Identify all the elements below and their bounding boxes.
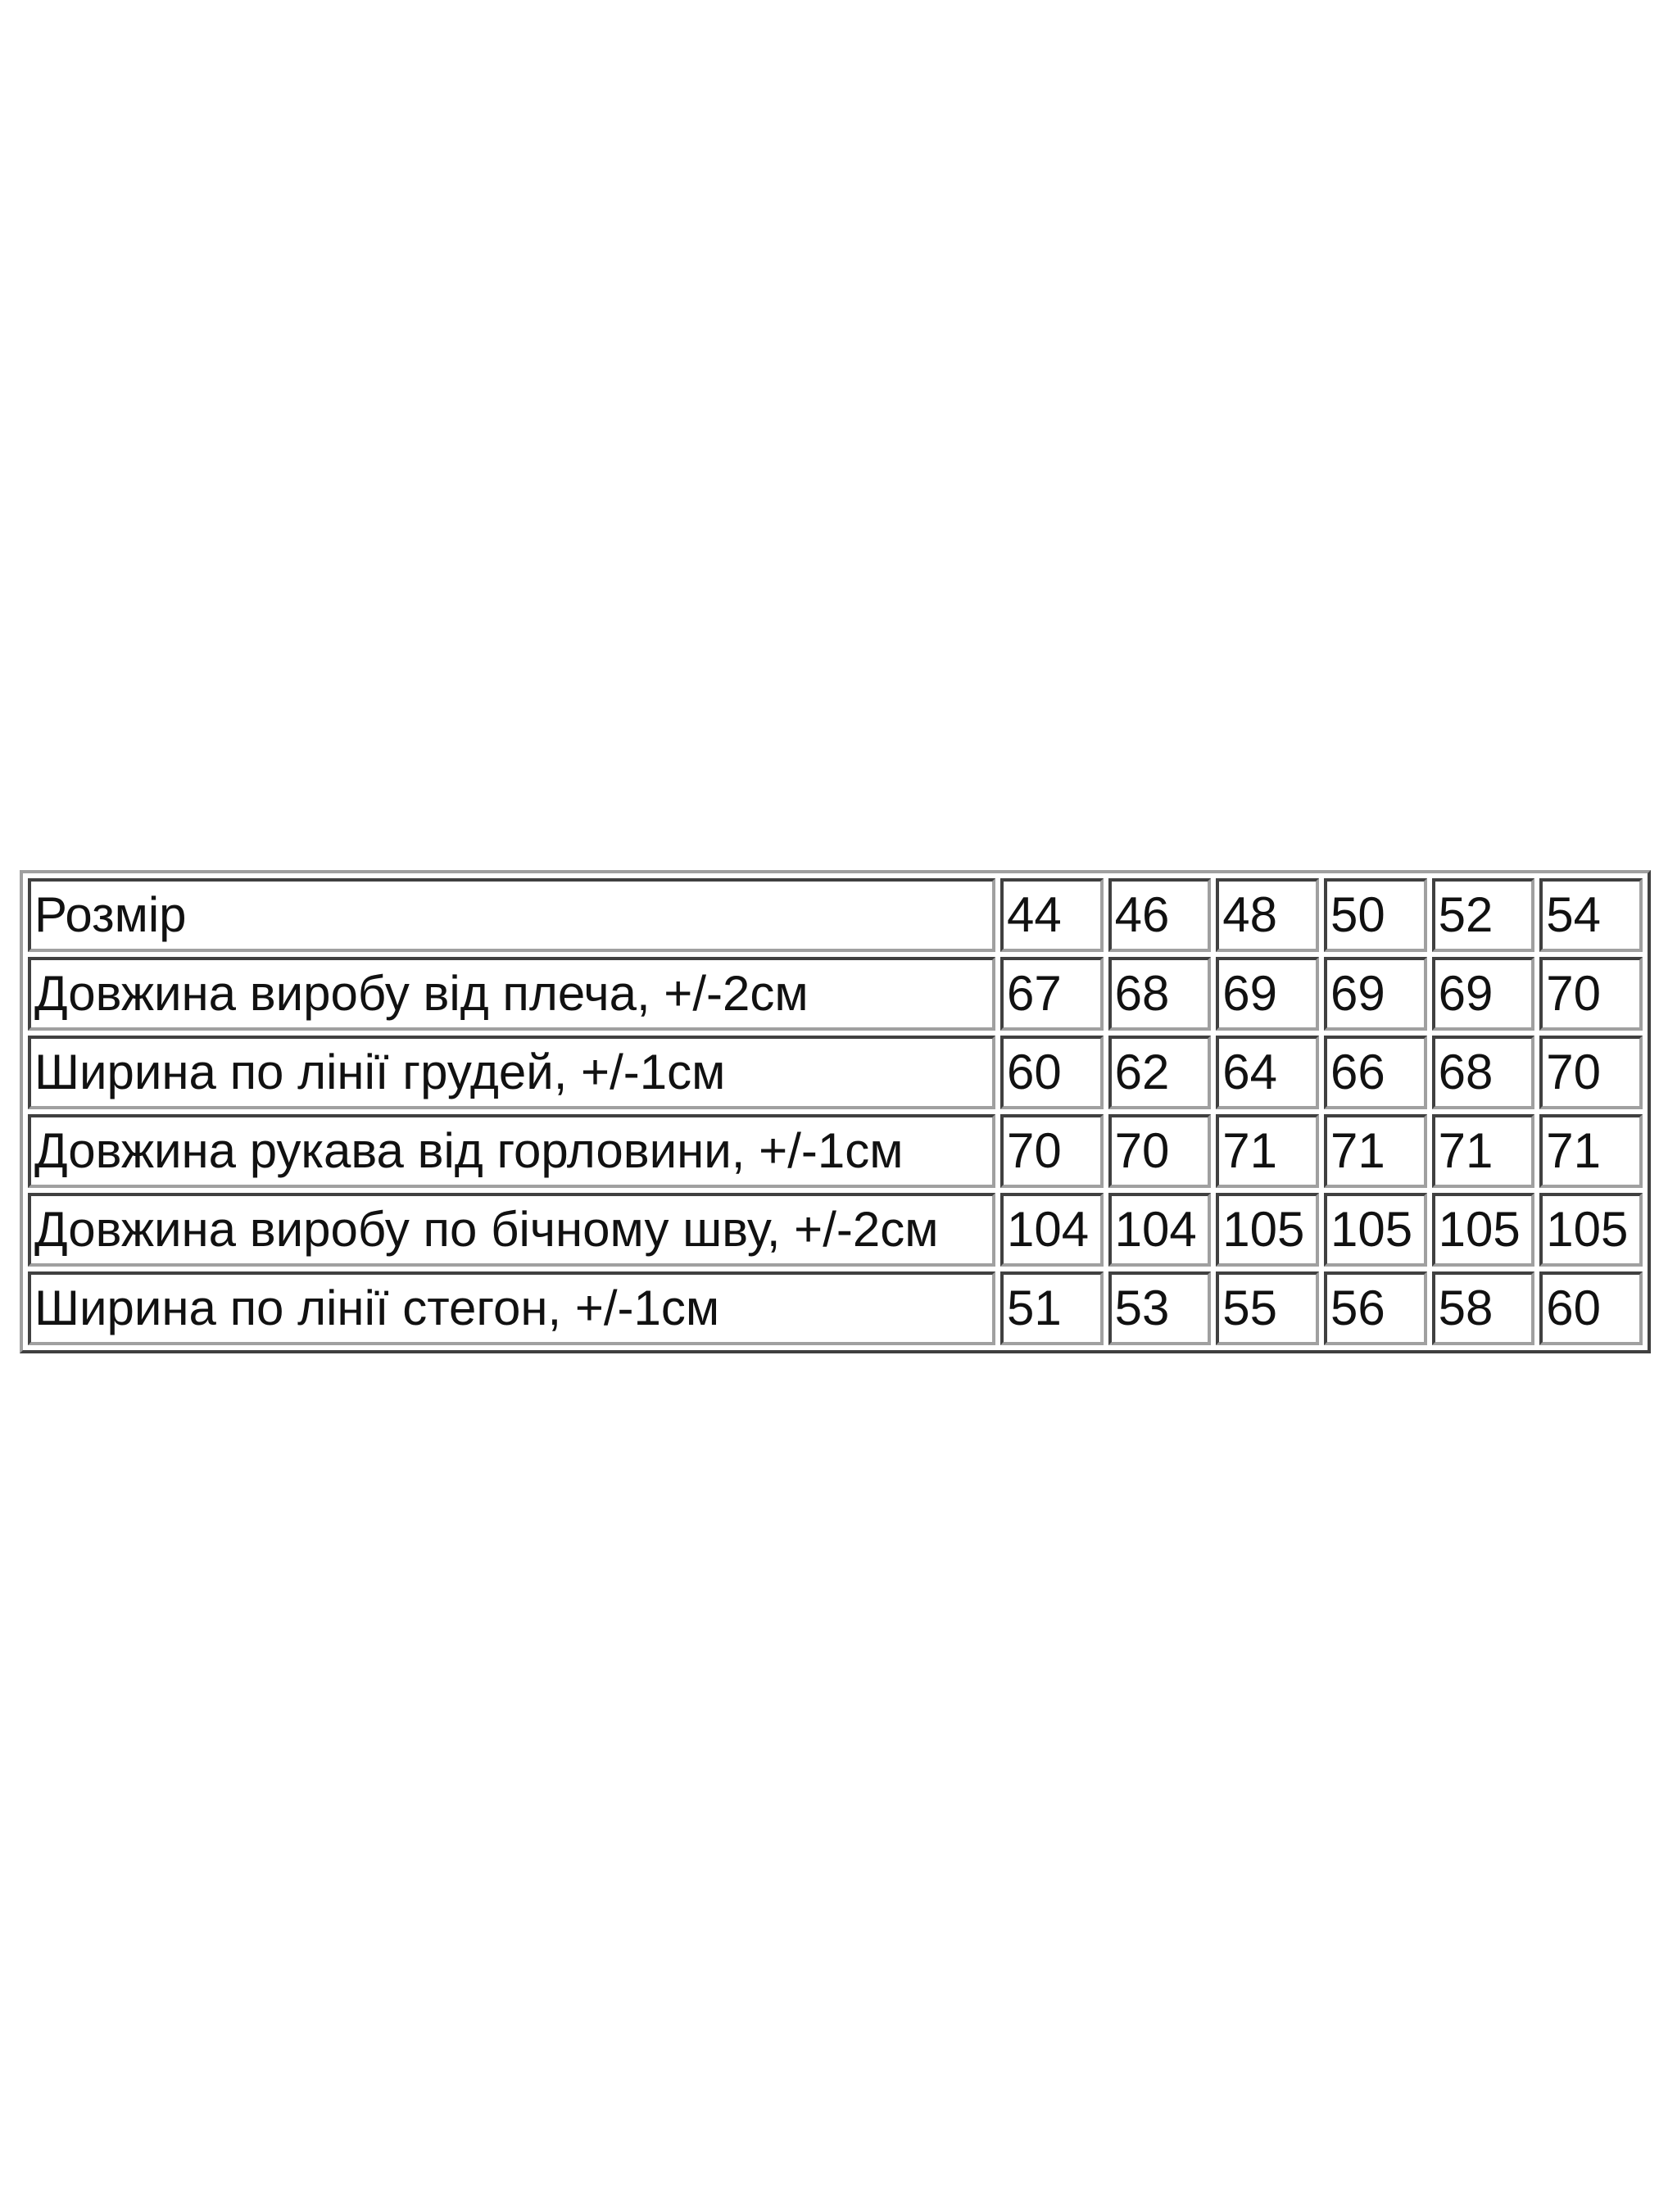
table-cell: 62 — [1108, 1036, 1212, 1109]
size-table: Розмір 44 46 48 50 52 54 Довжина виробу від пле… — [20, 870, 1651, 1353]
row-label: Довжина рукава від горловини, +/-1см — [28, 1114, 995, 1188]
row-label: Ширина по лінії стегон, +/-1см — [28, 1271, 995, 1345]
table-cell: 66 — [1323, 1036, 1427, 1109]
table-cell: 54 — [1539, 878, 1643, 952]
table-cell: 48 — [1216, 878, 1319, 952]
table-cell: 51 — [999, 1271, 1104, 1345]
table-cell: 70 — [1108, 1114, 1212, 1188]
table-cell: 71 — [1539, 1114, 1643, 1188]
table-cell: 71 — [1431, 1114, 1535, 1188]
table-cell: 71 — [1216, 1114, 1319, 1188]
table-cell: 64 — [1216, 1036, 1319, 1109]
table-header-row: Розмір 44 46 48 50 52 54 — [28, 878, 1643, 952]
row-label: Розмір — [28, 878, 995, 952]
table-cell: 69 — [1216, 957, 1319, 1031]
table-cell: 56 — [1323, 1271, 1427, 1345]
table-row: Довжина рукава від горловини, +/-1см 70 70… — [28, 1114, 1643, 1188]
row-label: Довжина виробу від плеча, +/-2см — [28, 957, 995, 1031]
table-cell: 68 — [1108, 957, 1212, 1031]
table-cell: 50 — [1323, 878, 1427, 952]
table-cell: 70 — [999, 1114, 1104, 1188]
table-cell: 70 — [1539, 957, 1643, 1031]
table-cell: 104 — [999, 1193, 1104, 1267]
table-cell: 55 — [1216, 1271, 1319, 1345]
row-label: Ширина по лінії грудей, +/-1см — [28, 1036, 995, 1109]
table-cell: 69 — [1431, 957, 1535, 1031]
table-row: Ширина по лінії грудей, +/-1см 60 62 64 66 68… — [28, 1036, 1643, 1109]
table-cell: 58 — [1431, 1271, 1535, 1345]
table-cell: 68 — [1431, 1036, 1535, 1109]
table-cell: 105 — [1323, 1193, 1427, 1267]
table-cell: 44 — [999, 878, 1104, 952]
table-row: Довжина виробу по бічному шву, +/-2см 104… — [28, 1193, 1643, 1267]
row-label: Довжина виробу по бічному шву, +/-2см — [28, 1193, 995, 1267]
table-cell: 67 — [999, 957, 1104, 1031]
table-cell: 71 — [1323, 1114, 1427, 1188]
table-cell: 69 — [1323, 957, 1427, 1031]
table-row: Довжина виробу від плеча, +/-2см 67 68 69 69… — [28, 957, 1643, 1031]
table-cell: 60 — [1539, 1271, 1643, 1345]
table-cell: 105 — [1431, 1193, 1535, 1267]
table-cell: 60 — [999, 1036, 1104, 1109]
table-cell: 105 — [1216, 1193, 1319, 1267]
table-cell: 53 — [1108, 1271, 1212, 1345]
table-row: Ширина по лінії стегон, +/-1см 51 53 55 56 58… — [28, 1271, 1643, 1345]
table-cell: 70 — [1539, 1036, 1643, 1109]
table-cell: 46 — [1108, 878, 1212, 952]
table-cell: 52 — [1431, 878, 1535, 952]
table-cell: 105 — [1539, 1193, 1643, 1267]
table-cell: 104 — [1108, 1193, 1212, 1267]
